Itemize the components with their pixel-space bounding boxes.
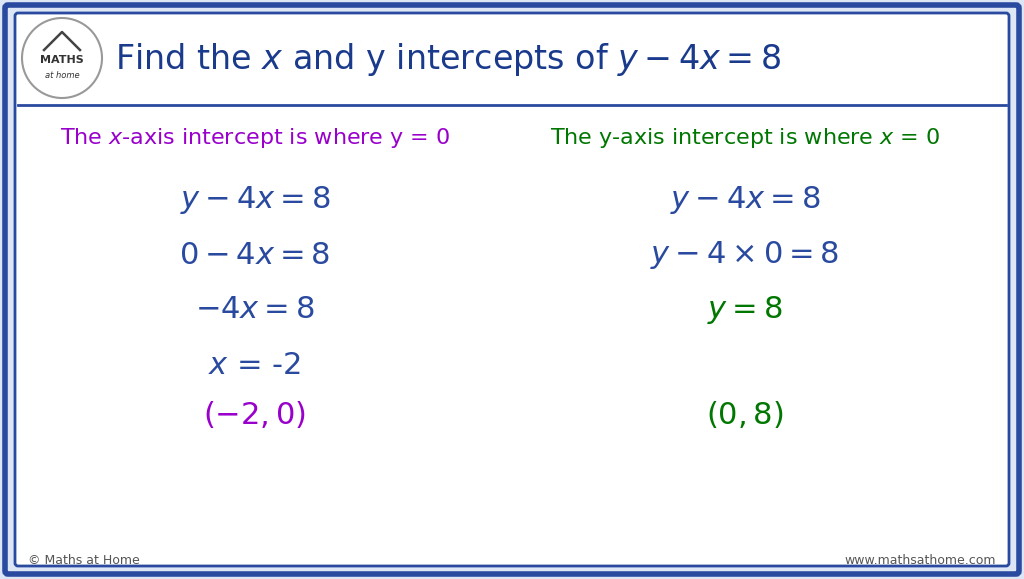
Text: $(0, 8)$: $(0, 8)$ [707,400,783,431]
Text: The $x$-axis intercept is where y = 0: The $x$-axis intercept is where y = 0 [59,126,451,150]
Text: $x$ = -2: $x$ = -2 [209,350,302,379]
Text: MATHS: MATHS [40,55,84,65]
Text: at home: at home [45,71,79,80]
Text: $0 - 4x = 8$: $0 - 4x = 8$ [179,240,331,269]
Text: Find the $x$ and y intercepts of $y - 4x = 8$: Find the $x$ and y intercepts of $y - 4x… [115,42,781,79]
Text: $y -4 \times 0 = 8$: $y -4 \times 0 = 8$ [650,239,840,271]
FancyBboxPatch shape [15,13,1009,566]
Circle shape [22,18,102,98]
Text: $y = 8$: $y = 8$ [708,294,782,326]
Text: $y - 4x = 8$: $y - 4x = 8$ [670,184,820,216]
FancyBboxPatch shape [5,5,1019,574]
Text: $-4x = 8$: $-4x = 8$ [196,295,315,324]
Text: The y-axis intercept is where $x$ = 0: The y-axis intercept is where $x$ = 0 [550,126,940,150]
Text: $(-2, 0)$: $(-2, 0)$ [204,400,306,431]
Text: www.mathsathome.com: www.mathsathome.com [845,554,996,566]
Text: $y - 4x = 8$: $y - 4x = 8$ [180,184,331,216]
Text: © Maths at Home: © Maths at Home [28,554,139,566]
